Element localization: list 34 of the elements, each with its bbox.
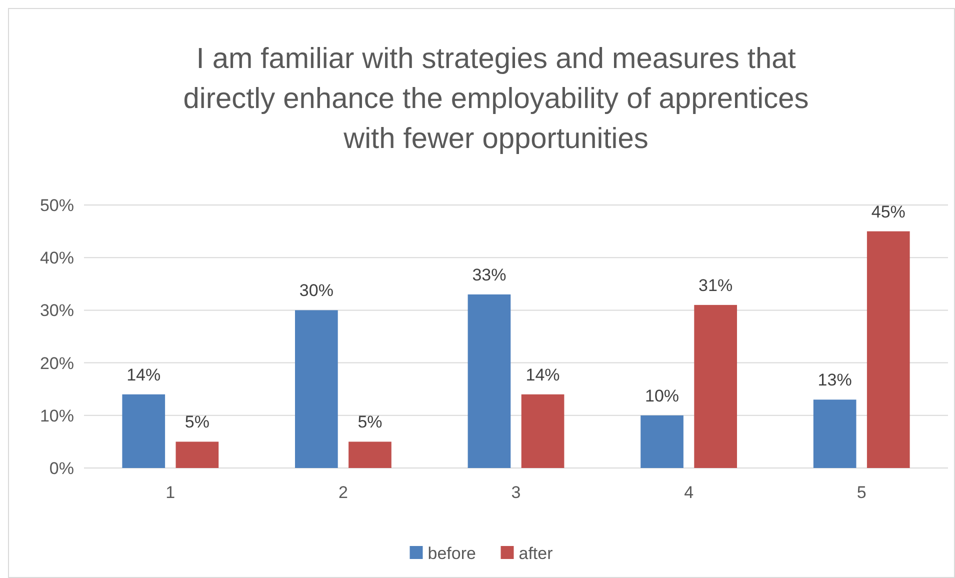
legend-label: before — [428, 544, 476, 563]
data-label: 14% — [126, 365, 161, 384]
data-label: 31% — [698, 276, 733, 295]
bar — [866, 231, 910, 468]
bar — [176, 442, 219, 468]
data-label: 5% — [358, 412, 382, 432]
x-tick-label: 3 — [511, 483, 521, 502]
bar — [521, 394, 564, 468]
data-label: 5% — [184, 412, 210, 432]
y-tick-label: 50% — [40, 196, 74, 215]
data-label: 33% — [472, 265, 506, 284]
x-tick-label: 4 — [684, 483, 694, 502]
data-label: 13% — [818, 370, 852, 390]
data-label: 45% — [871, 202, 906, 222]
x-tick-label: 1 — [166, 483, 176, 502]
y-tick-label: 0% — [49, 458, 74, 478]
bar — [122, 394, 166, 468]
chart-title: I am familiar with strategies and measures that directly enhance the employability of apprentices with fewer opportunities — [183, 43, 809, 155]
y-tick-label: 40% — [40, 248, 74, 268]
y-tick-label: 30% — [40, 301, 74, 320]
bar — [694, 304, 737, 468]
data-label: 14% — [526, 365, 560, 384]
y-tick-label: 20% — [40, 354, 74, 373]
y-tick-label: 10% — [40, 406, 74, 426]
data-label: 30% — [299, 281, 334, 300]
bar — [348, 442, 392, 468]
bar — [813, 400, 856, 468]
x-tick-label: 5 — [856, 483, 866, 502]
x-tick-label: 2 — [338, 483, 348, 502]
legend-label: after — [518, 544, 554, 563]
bar — [295, 310, 338, 468]
bar — [640, 415, 684, 468]
data-label: 10% — [645, 386, 680, 406]
bar — [468, 294, 511, 468]
